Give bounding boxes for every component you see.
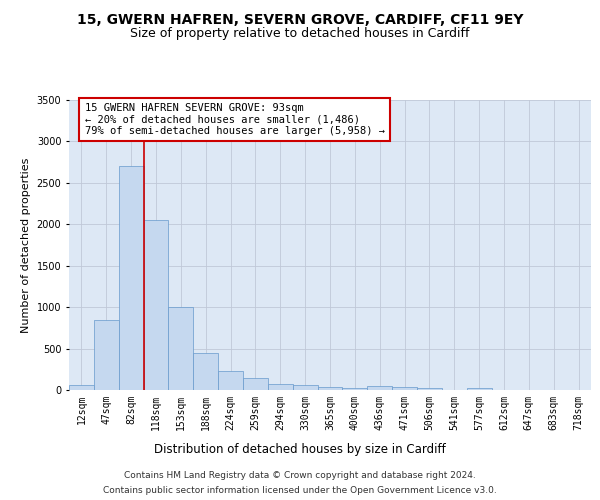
Bar bbox=[193, 352, 218, 390]
Bar bbox=[218, 371, 243, 390]
Text: Size of property relative to detached houses in Cardiff: Size of property relative to detached ho… bbox=[130, 28, 470, 40]
Bar bbox=[293, 386, 317, 390]
Bar bbox=[119, 166, 143, 390]
Y-axis label: Number of detached properties: Number of detached properties bbox=[21, 158, 31, 332]
Text: 15 GWERN HAFREN SEVERN GROVE: 93sqm
← 20% of detached houses are smaller (1,486): 15 GWERN HAFREN SEVERN GROVE: 93sqm ← 20… bbox=[85, 103, 385, 136]
Bar bbox=[69, 386, 94, 390]
Bar bbox=[317, 386, 343, 390]
Text: Distribution of detached houses by size in Cardiff: Distribution of detached houses by size … bbox=[154, 442, 446, 456]
Bar bbox=[367, 386, 392, 390]
Text: Contains public sector information licensed under the Open Government Licence v3: Contains public sector information licen… bbox=[103, 486, 497, 495]
Bar bbox=[467, 388, 491, 390]
Bar bbox=[268, 384, 293, 390]
Text: 15, GWERN HAFREN, SEVERN GROVE, CARDIFF, CF11 9EY: 15, GWERN HAFREN, SEVERN GROVE, CARDIFF,… bbox=[77, 12, 523, 26]
Bar bbox=[243, 378, 268, 390]
Bar bbox=[94, 320, 119, 390]
Bar bbox=[343, 388, 367, 390]
Bar bbox=[169, 307, 193, 390]
Bar bbox=[392, 387, 417, 390]
Text: Contains HM Land Registry data © Crown copyright and database right 2024.: Contains HM Land Registry data © Crown c… bbox=[124, 471, 476, 480]
Bar bbox=[417, 388, 442, 390]
Bar bbox=[143, 220, 169, 390]
